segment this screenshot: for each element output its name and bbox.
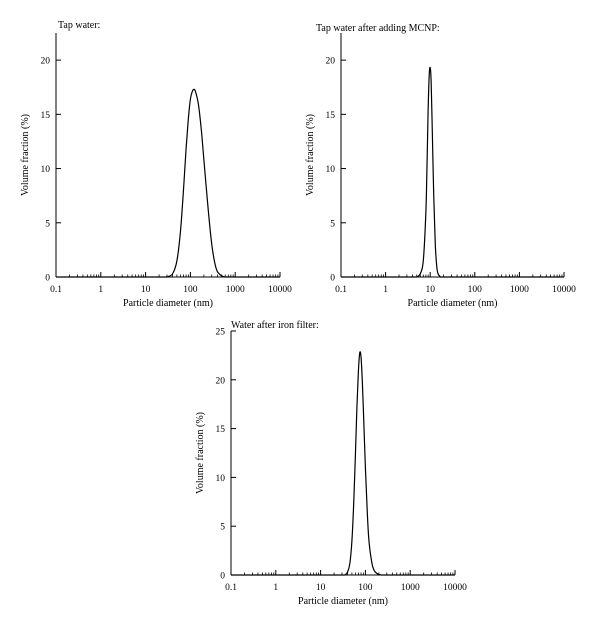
x-tick-label: 0.1 xyxy=(50,285,62,295)
x-tick-label: 100 xyxy=(468,285,483,295)
series-line xyxy=(56,88,280,278)
y-axis-label: Volume fraction (%) xyxy=(305,114,316,196)
y-tick-label: 15 xyxy=(216,425,226,435)
x-tick-label: 10000 xyxy=(552,285,576,295)
y-tick-label: 10 xyxy=(326,165,336,175)
y-axis-label: Volume fraction (%) xyxy=(195,412,206,494)
y-tick-label: 15 xyxy=(41,111,51,121)
series-line xyxy=(341,66,564,278)
x-tick-label: 100 xyxy=(183,285,198,295)
x-axis-label: Particle diameter (nm) xyxy=(123,298,213,309)
x-tick-label: 10000 xyxy=(268,285,292,295)
y-tick-label: 20 xyxy=(41,57,51,67)
y-tick-label: 5 xyxy=(45,219,50,229)
y-tick-label: 0 xyxy=(220,572,225,582)
x-tick-label: 100 xyxy=(358,583,373,593)
y-tick-label: 5 xyxy=(330,219,335,229)
chart-tap-water-after-mcnp: 0.1 1 10 100 1000 10000 0 5 10 15 20 Particle diame… xyxy=(305,23,576,309)
x-tick-label: 1000 xyxy=(510,285,529,295)
x-tick-label: 1 xyxy=(98,285,103,295)
x-tick-label: 1000 xyxy=(226,285,245,295)
series-line xyxy=(231,351,455,576)
x-axis-label: Particle diameter (nm) xyxy=(408,298,498,309)
x-tick-label: 0.1 xyxy=(225,583,237,593)
y-tick-label: 5 xyxy=(220,523,225,533)
x-tick-label: 10000 xyxy=(443,583,467,593)
x-tick-label: 10 xyxy=(141,285,151,295)
y-tick-label: 0 xyxy=(330,274,335,284)
x-tick-label: 1 xyxy=(383,285,388,295)
y-tick-label: 10 xyxy=(41,165,51,175)
y-axis-label: Volume fraction (%) xyxy=(20,114,31,196)
y-tick-label: 10 xyxy=(216,474,226,484)
chart-title: Tap water: xyxy=(58,20,100,31)
chart-tap-water: 0.1 1 10 100 1000 10000 0 5 10 15 20 Particle diame… xyxy=(20,20,292,309)
x-tick-label: 10 xyxy=(425,285,435,295)
y-tick-label: 25 xyxy=(216,328,226,338)
chart-title: Water after iron filter: xyxy=(231,320,319,331)
x-tick-label: 0.1 xyxy=(335,285,347,295)
chart-title: Tap water after adding MCNP: xyxy=(316,23,440,34)
y-tick-label: 0 xyxy=(45,274,50,284)
y-tick-label: 20 xyxy=(216,376,226,386)
x-tick-label: 10 xyxy=(316,583,326,593)
y-tick-label: 20 xyxy=(326,57,336,67)
y-tick-label: 15 xyxy=(326,111,336,121)
x-tick-label: 1 xyxy=(273,583,278,593)
x-tick-label: 1000 xyxy=(401,583,420,593)
chart-water-after-iron-filter: 0.1 1 10 100 1000 10000 0 5 10 15 20 25 Particle dia… xyxy=(195,320,467,607)
x-axis-label: Particle diameter (nm) xyxy=(298,596,388,607)
